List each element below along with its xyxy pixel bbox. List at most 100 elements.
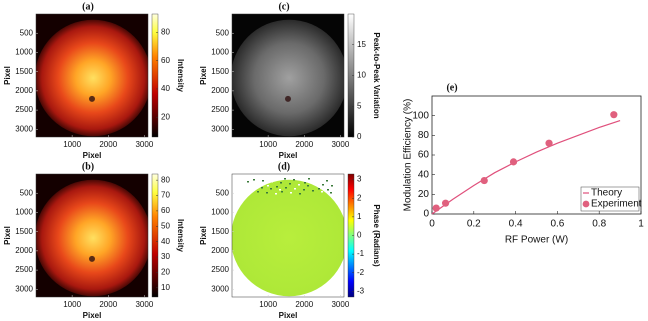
theory-line	[431, 120, 621, 215]
noise	[248, 190, 250, 192]
y-tick-label: 3000	[15, 124, 33, 133]
noise	[299, 193, 301, 195]
noise	[307, 185, 309, 187]
noise	[266, 192, 268, 194]
y-tick-label: 20	[418, 189, 430, 200]
y-tick-label: 40	[418, 169, 430, 180]
beam-disk	[36, 179, 148, 297]
noise	[244, 178, 246, 180]
x-tick-label: 1000	[63, 300, 81, 309]
colorbar	[151, 173, 159, 298]
colorbar	[151, 13, 159, 138]
colorbar-tick-label: 2	[357, 193, 362, 202]
noise	[290, 192, 292, 194]
legend-label: Experiment	[591, 199, 642, 210]
x-tick-label: 2000	[99, 140, 117, 149]
beam-disk	[232, 179, 344, 297]
noise	[279, 189, 281, 191]
noise	[281, 191, 283, 193]
y-tick-label: 1000	[15, 48, 33, 57]
colorbar-tick-label: 15	[357, 40, 366, 49]
noise	[312, 190, 314, 192]
y-tick-label: 1000	[211, 48, 229, 57]
noise	[322, 184, 324, 186]
x-tick-label: 2000	[295, 140, 313, 149]
y-tick-label: 500	[20, 188, 34, 197]
image	[232, 174, 344, 297]
image-frame	[231, 173, 345, 298]
noise	[303, 189, 305, 191]
y-tick-label: 2500	[15, 105, 33, 114]
y-axis-label: Modulation Efficiency (%)	[403, 99, 414, 212]
colorbar-tick-label: 60	[161, 206, 170, 215]
noise	[326, 180, 328, 182]
noise	[271, 181, 273, 183]
noise	[284, 178, 286, 180]
colorbar-label: Peak-to-Peak Variation	[372, 32, 381, 118]
y-tick-label: 80	[418, 130, 430, 141]
legend-label: Theory	[591, 188, 622, 199]
colorbar-tick-label: 3	[357, 175, 362, 184]
y-tick-label: 3000	[211, 124, 229, 133]
colorbar-tick-label: -2	[357, 268, 365, 277]
y-tick-label: 1000	[15, 208, 33, 217]
noise	[247, 181, 249, 183]
y-tick-label: 2000	[15, 86, 33, 95]
y-tick-label: 3000	[15, 284, 33, 293]
x-axis-label: RF Power (W)	[505, 235, 568, 246]
defect	[89, 255, 95, 262]
noise	[280, 182, 282, 184]
image	[36, 174, 148, 297]
colorbar-tick-label: 40	[161, 84, 170, 93]
y-tick-label: 2500	[211, 105, 229, 114]
y-tick-label: 2000	[15, 246, 33, 255]
x-tick-label: 1	[638, 219, 644, 230]
image-frame	[231, 13, 345, 138]
y-tick-label: 2000	[211, 86, 229, 95]
y-tick-label: 0	[423, 209, 429, 220]
x-axis-label: Pixel	[83, 151, 102, 160]
noise	[317, 179, 319, 181]
x-tick-label: 1000	[63, 140, 81, 149]
y-tick-label: 1500	[211, 67, 229, 76]
y-tick-label: 2500	[211, 265, 229, 274]
colorbar-label: Intensity	[176, 59, 185, 92]
x-tick-label: 0.4	[509, 219, 523, 230]
y-tick-label: 3000	[211, 284, 229, 293]
data-point	[441, 199, 450, 207]
y-tick-label: 60	[418, 150, 430, 161]
x-tick-label: 3000	[331, 300, 349, 309]
legend-marker	[582, 200, 590, 208]
colorbar-tick-label: 80	[161, 175, 170, 184]
noise	[327, 189, 329, 191]
noise	[330, 192, 332, 194]
x-axis-label: Pixel	[83, 311, 102, 320]
x-axis-label: Pixel	[279, 151, 298, 160]
data-point	[545, 139, 553, 147]
colorbar-tick-label: 50	[161, 221, 170, 230]
colorbar-label: Intensity	[176, 219, 185, 252]
legend-box	[580, 186, 640, 212]
panel-label: (d)	[278, 161, 290, 172]
noise	[270, 188, 272, 190]
y-tick-label: 1500	[211, 227, 229, 236]
y-axis-label: Pixel	[199, 226, 208, 245]
colorbar-tick-label: 70	[161, 191, 170, 200]
noise	[257, 191, 259, 193]
noise	[276, 186, 278, 188]
x-tick-label: 1000	[259, 300, 277, 309]
y-tick-label: 2000	[211, 246, 229, 255]
noise	[289, 183, 291, 185]
noise	[261, 187, 263, 189]
defect	[285, 95, 291, 102]
x-tick-label: 0.6	[550, 219, 564, 230]
x-tick-label: 1000	[259, 140, 277, 149]
colorbar-tick-label: 0	[357, 231, 362, 240]
data-point	[480, 176, 488, 185]
panel-label: (a)	[82, 1, 94, 12]
noise	[256, 182, 258, 184]
panel-label: (c)	[278, 1, 289, 12]
colorbar-tick-label: 60	[161, 56, 170, 65]
y-tick-label: 500	[216, 188, 230, 197]
